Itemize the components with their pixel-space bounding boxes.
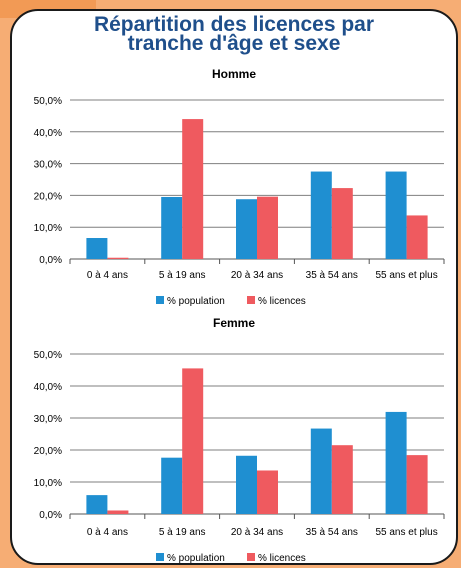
title-line-2: tranche d'âge et sexe [127,32,341,55]
legend-swatch [156,553,164,561]
legend-swatch [156,296,164,304]
bar-population [236,199,257,259]
y-tick-label: 0,0% [39,255,62,266]
x-tick-label: 20 à 34 ans [231,527,283,538]
x-tick-label: 0 à 4 ans [87,527,128,538]
legend-swatch [247,296,255,304]
bar-population [385,411,407,514]
x-tick-label: 5 à 19 ans [159,270,206,281]
y-tick-label: 30,0% [34,160,62,171]
bar-licences [107,257,129,259]
x-tick-label: 35 à 54 ans [306,270,358,281]
title-line-1: Répartition des licences par [93,13,375,36]
y-tick-label: 20,0% [34,191,62,202]
legend-label: % population [167,296,225,307]
y-tick-label: 0,0% [39,510,62,521]
bar-licences [406,455,428,514]
chart-title-femme: Femme [212,316,256,330]
x-tick-label: 55 ans et plus [375,270,437,281]
bar-population [86,238,108,259]
chart-femme: 0,0% 10,0% 20,0% 30,0% 40,0% 50,0% 0 à 4 ans 5 … [34,350,445,563]
legend-label: % population [167,553,225,563]
legend-label: % licences [258,296,306,307]
chart-title-homme: Homme [211,67,256,81]
y-tick-label: 50,0% [34,350,62,361]
bar-population [310,171,332,259]
y-tick-label: 40,0% [34,382,62,393]
chart-homme: 0,0% 10,0% 20,0% 30,0% 40,0% 50,0% 0 à 4 ans 5 … [34,96,445,307]
bar-population [86,495,108,514]
y-tick-label: 30,0% [34,414,62,425]
x-tick-label: 5 à 19 ans [159,527,206,538]
y-tick-label: 10,0% [34,478,62,489]
page-title: Répartition des licences par tranche d'â… [12,13,456,55]
y-tick-label: 40,0% [34,128,62,139]
y-tick-label: 10,0% [34,223,62,234]
legend-label: % licences [258,553,306,563]
bar-licences [331,445,353,514]
bar-licences [257,196,278,259]
legend: % population % licences [156,553,306,563]
bar-licences [257,470,278,514]
x-tick-label: 55 ans et plus [375,527,437,538]
y-tick-label: 20,0% [34,446,62,457]
legend: % population % licences [156,296,306,307]
x-tick-label: 20 à 34 ans [231,270,283,281]
bar-population [161,196,183,259]
bar-licences [182,368,204,514]
bar-licences [182,119,204,259]
x-tick-label: 0 à 4 ans [87,270,128,281]
x-tick-label: 35 à 54 ans [306,527,358,538]
chart-card: Répartition des licences par tranche d'â… [10,9,458,565]
bar-licences [331,188,353,259]
bar-population [236,455,257,514]
bar-licences [406,215,428,259]
bar-population [161,457,183,514]
bar-licences [107,510,129,514]
y-tick-label: 50,0% [34,96,62,107]
legend-swatch [247,553,255,561]
bar-population [310,428,332,514]
bar-population [385,171,407,259]
